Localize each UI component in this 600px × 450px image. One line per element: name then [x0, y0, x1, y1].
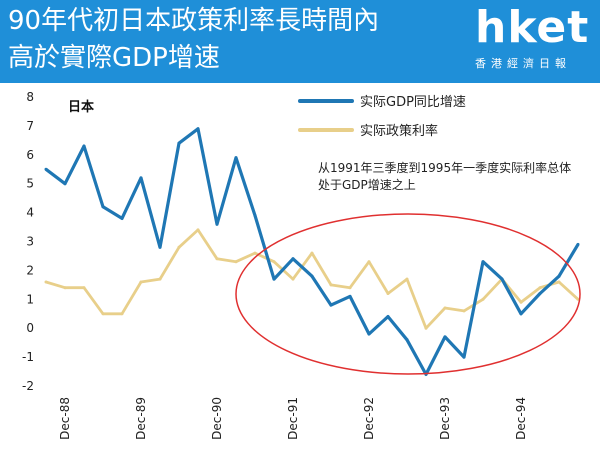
y-tick-label: -2	[22, 379, 34, 393]
data-point-policy-rate	[462, 309, 466, 313]
data-point-gdp	[215, 222, 219, 226]
data-point-gdp	[481, 260, 485, 264]
data-point-gdp	[557, 274, 561, 278]
data-point-policy-rate	[291, 277, 295, 281]
y-tick-label: 3	[26, 235, 34, 249]
data-point-policy-rate	[63, 286, 67, 290]
y-axis: 8 7 6 5 4 3 2 1 0 -1 -2	[22, 90, 34, 393]
x-axis: Dec-88 Dec-89 Dec-90 Dec-91 Dec-92 Dec-93 Dec-…	[58, 397, 528, 440]
data-point-policy-rate	[234, 260, 238, 264]
data-point-gdp	[405, 338, 409, 342]
y-tick-label: 8	[26, 90, 34, 104]
x-tick-label: Dec-93	[438, 397, 452, 440]
data-point-policy-rate	[101, 312, 105, 316]
data-point-gdp	[101, 205, 105, 209]
y-tick-label: 2	[26, 263, 34, 277]
data-point-policy-rate	[272, 260, 276, 264]
legend: 实际GDP同比增速 实际政策利率	[298, 95, 466, 139]
data-point-gdp	[310, 274, 314, 278]
chart-annotation-line-1: 从1991年三季度到1995年一季度实际利率总体	[318, 160, 571, 175]
data-point-policy-rate	[519, 300, 523, 304]
data-point-policy-rate	[481, 297, 485, 301]
data-point-gdp	[329, 303, 333, 307]
highlight-ellipse	[235, 213, 581, 375]
data-point-policy-rate	[348, 286, 352, 290]
y-tick-label: 0	[26, 321, 34, 335]
data-point-gdp	[234, 156, 238, 160]
data-point-policy-rate	[139, 280, 143, 284]
data-point-policy-rate	[538, 286, 542, 290]
x-tick-label: Dec-91	[286, 397, 300, 440]
data-point-gdp	[462, 355, 466, 359]
headline-line-1: 90年代初日本政策利率長時間內	[8, 6, 380, 36]
data-point-gdp	[291, 257, 295, 261]
data-point-gdp	[519, 312, 523, 316]
data-point-policy-rate	[329, 283, 333, 287]
data-point-policy-rate	[44, 280, 48, 284]
data-point-policy-rate	[310, 251, 314, 255]
x-tick-label: Dec-94	[514, 397, 528, 440]
data-point-policy-rate	[196, 228, 200, 232]
x-tick-label: Dec-88	[58, 397, 72, 440]
brand-logo-subtitle: 香港經濟日報	[475, 57, 571, 70]
brand-logo-text: hket	[475, 2, 590, 53]
data-point-gdp	[253, 214, 257, 217]
header-banner: 90年代初日本政策利率長時間內 高於實際GDP增速 hket 香港經濟日報	[0, 0, 600, 83]
data-point-policy-rate	[82, 286, 86, 290]
brand-logo[interactable]: hket 香港經濟日報	[463, 2, 595, 77]
data-point-policy-rate	[576, 297, 580, 301]
data-point-policy-rate	[158, 277, 162, 281]
data-point-policy-rate	[177, 245, 181, 249]
data-point-gdp	[367, 332, 371, 336]
legend-label-rate: 实际政策利率	[360, 123, 438, 139]
data-point-policy-rate	[215, 257, 219, 261]
y-tick-label: 1	[26, 292, 34, 306]
y-tick-label: 6	[26, 148, 34, 162]
data-point-policy-rate	[367, 260, 371, 264]
data-point-gdp	[120, 216, 124, 220]
data-point-gdp	[196, 127, 200, 131]
chart-annotation-line-2: 处于GDP增速之上	[318, 178, 416, 192]
data-point-policy-rate	[386, 292, 390, 295]
data-point-gdp	[63, 182, 67, 186]
data-point-gdp	[538, 292, 542, 295]
data-point-gdp	[139, 176, 143, 180]
y-tick-label: -1	[22, 350, 34, 364]
headline-line-2: 高於實際GDP增速	[8, 43, 220, 73]
data-point-gdp	[576, 242, 580, 246]
data-point-policy-rate	[405, 277, 409, 281]
data-point-gdp	[348, 294, 352, 298]
data-point-gdp	[443, 335, 447, 339]
y-tick-label: 7	[26, 119, 34, 133]
data-point-gdp	[82, 144, 86, 148]
data-point-gdp	[44, 167, 48, 171]
data-point-policy-rate	[253, 251, 257, 255]
chart-title: 日本	[68, 99, 94, 115]
x-tick-label: Dec-92	[362, 397, 376, 440]
series-layer	[44, 127, 580, 376]
data-point-policy-rate	[120, 312, 124, 316]
data-point-policy-rate	[443, 306, 447, 310]
data-point-policy-rate	[424, 326, 428, 330]
y-tick-label: 5	[26, 177, 34, 191]
x-tick-label: Dec-89	[134, 397, 148, 440]
data-point-policy-rate	[557, 280, 561, 284]
legend-label-gdp: 实际GDP同比增速	[360, 95, 466, 110]
y-tick-label: 4	[26, 206, 34, 220]
data-point-gdp	[272, 277, 276, 281]
line-chart: 日本 实际GDP同比增速 实际政策利率 从1991年三季度到1995年一季度实际…	[22, 90, 581, 440]
data-point-gdp	[500, 277, 504, 281]
x-tick-label: Dec-90	[210, 397, 224, 440]
data-point-gdp	[386, 315, 390, 319]
data-point-gdp	[158, 245, 162, 249]
data-point-gdp	[177, 141, 181, 145]
